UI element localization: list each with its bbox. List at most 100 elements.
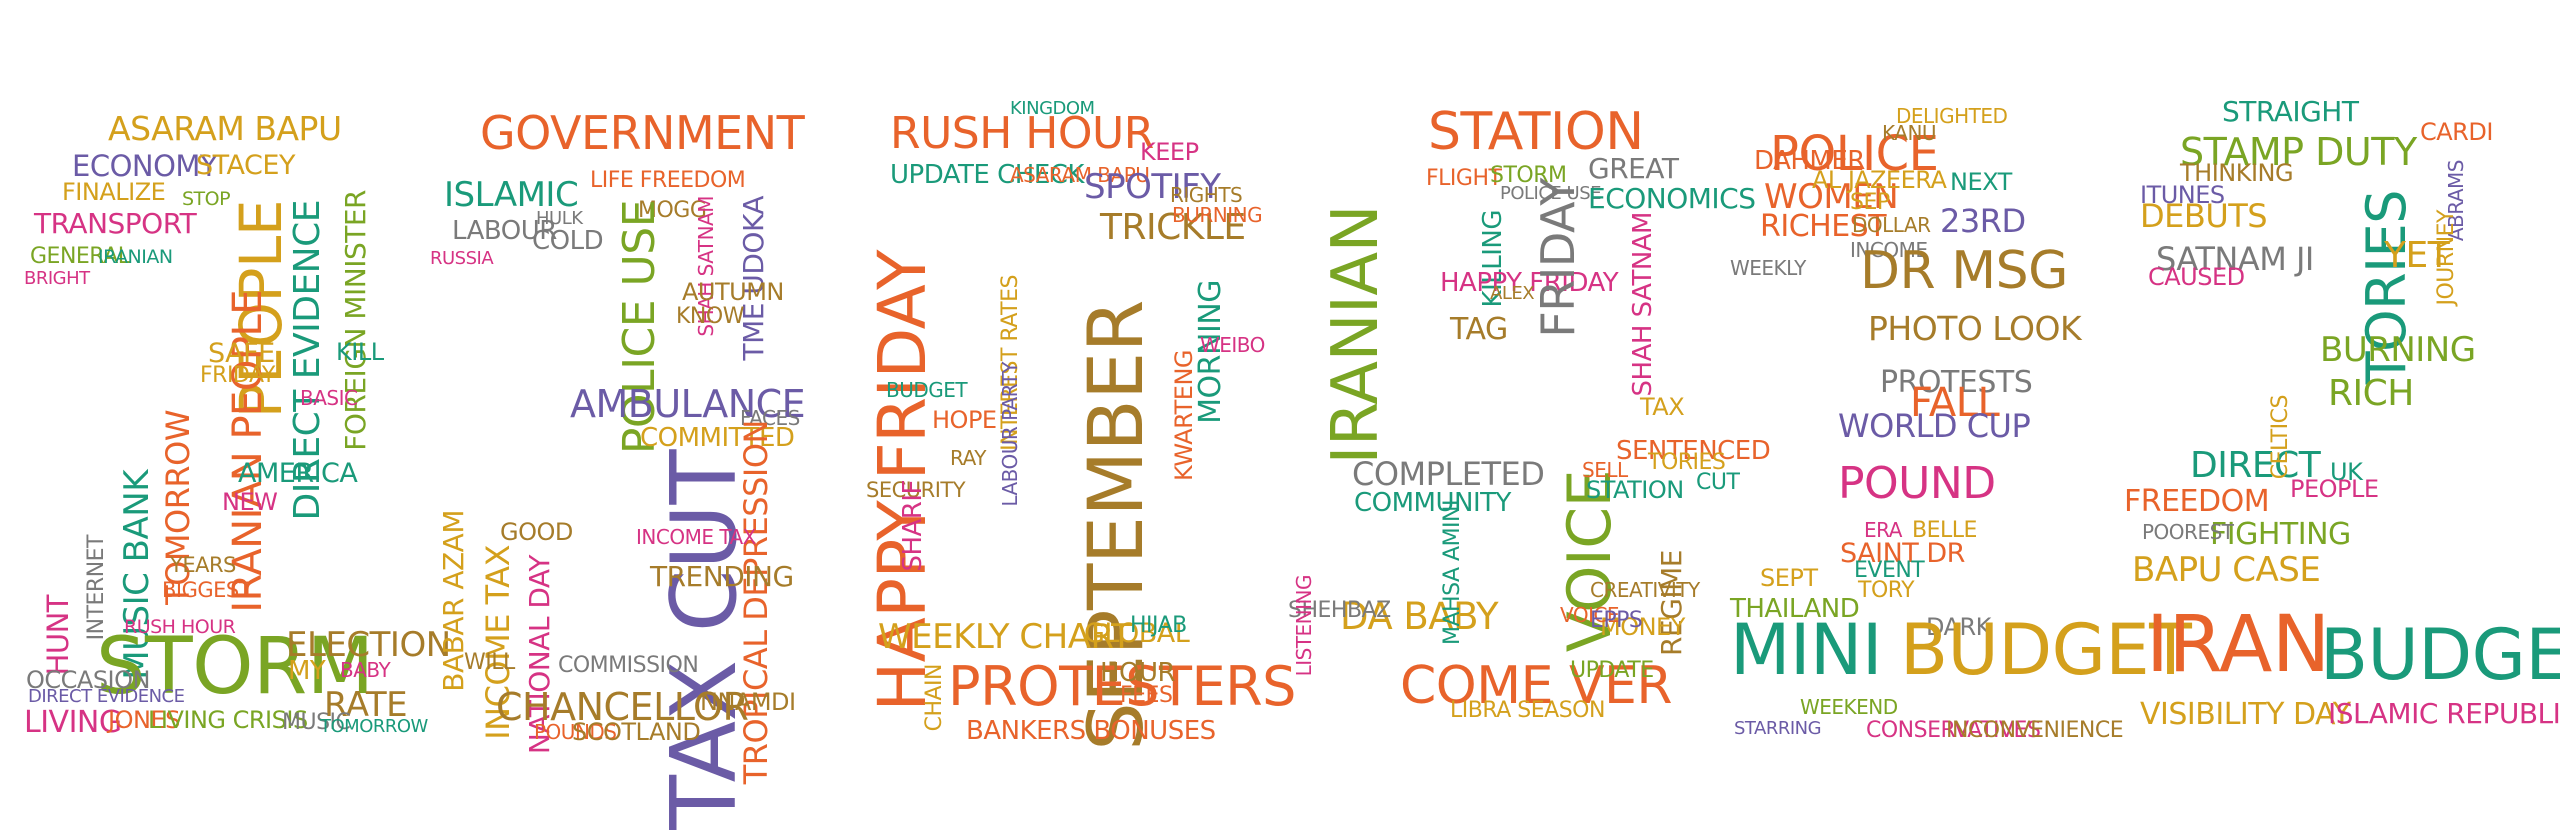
word-mini: MINI	[1730, 609, 1883, 691]
word-autumn: AUTUMN	[682, 278, 784, 306]
word-hijab: HIJAB	[1130, 613, 1187, 638]
word-transport: TRANSPORT	[34, 207, 197, 240]
word-yet: YET	[2384, 235, 2450, 276]
word-weibo: WEIBO	[1200, 333, 1265, 357]
word-celtics: CELTICS	[2268, 395, 2293, 480]
word-tax: TAX	[1640, 393, 1685, 421]
word-budget: BUDGET	[886, 378, 968, 402]
word-kanu: KANU	[1882, 121, 1937, 145]
word-hulk: HULK	[536, 208, 583, 229]
word-asaram-bapu: ASARAM BAPU	[108, 109, 342, 148]
word-chancellor: CHANCELLOR	[496, 685, 749, 729]
word-cold: COLD	[532, 226, 604, 256]
word-world-cup: WORLD CUP	[1838, 407, 2031, 445]
word-safe: SAFE	[208, 338, 275, 369]
word-da-baby: DA BABY	[1340, 595, 1499, 638]
word-spotify: SPOTIFY	[1084, 167, 1221, 207]
word-russia: RUSSIA	[430, 248, 494, 269]
word-cardi: CARDI	[2420, 118, 2493, 146]
word-rush-hour: RUSH HOUR	[890, 108, 1154, 159]
word-update: UPDATE	[1570, 658, 1654, 683]
word-dahmer: DAHMER	[1754, 146, 1865, 176]
word-sharif: SHARIF	[898, 480, 928, 572]
word-debuts: DEBUTS	[2140, 197, 2268, 235]
word-sentenced: SENTENCED	[1616, 436, 1771, 466]
word-jones: JONES	[108, 706, 180, 734]
word-fall: FALL	[1910, 380, 2000, 426]
word-storm: STORM	[96, 622, 374, 712]
word-basic: BASIC	[300, 386, 358, 410]
word-libra-season: LIBRA SEASON	[1450, 698, 1605, 723]
word-fees: FEES	[1120, 683, 1173, 708]
word-baby: BABY	[340, 658, 391, 682]
word-kingdom: KINGDOM	[1010, 98, 1095, 119]
word-biggest: BIGGEST	[162, 578, 252, 602]
word-foreign-minister: FOREIGN MINISTER	[339, 190, 372, 451]
word-hour: HOUR	[1100, 658, 1176, 688]
word-dark: DARK	[1926, 613, 1991, 641]
word-protests: PROTESTS	[1880, 365, 2033, 400]
word-come-ver: COME VER	[1400, 656, 1673, 716]
word-trickle: TRICKLE	[1100, 207, 1246, 248]
word-mahsa-amini: MAHSA AMINI	[1440, 500, 1465, 645]
word-inconvenience: INCONVENIENCE	[1946, 718, 2124, 743]
word-nnamdi: NNAMDI	[700, 688, 796, 716]
word-life-freedom: LIFE FREEDOM	[590, 168, 746, 193]
word-shah-satnam: SHAH SATNAM	[1628, 212, 1658, 397]
word-police: POLICE	[1770, 126, 1939, 182]
word-budget: BUDGET	[1900, 609, 2192, 691]
word-chain: CHAIN	[922, 664, 947, 732]
word-cloud: ASARAM BAPU ECONOMY STACEY PEOPLE FINALIZE ST…	[24, 95, 2560, 830]
word-my: MY	[288, 656, 326, 686]
word-direct-evidence: DIRECT EVIDENCE	[28, 686, 185, 707]
word-rush-hour: RUSH HOUR	[124, 616, 236, 638]
word-bankers-bonuses: BANKERS BONUSES	[966, 716, 1216, 746]
word-asaram-bapu: ASARAM BAPU	[1010, 163, 1150, 187]
word-update-check: UPDATE CHECK	[890, 160, 1084, 190]
word-security: SECURITY	[866, 478, 966, 502]
word-shehbaz: SHEHBAZ	[1288, 598, 1391, 623]
word-friday: FRIDAY	[1531, 178, 1585, 338]
word-music: MUSIC	[282, 710, 351, 735]
word-global: GLOBAL	[1084, 618, 1190, 649]
word-direct: DIRECT	[2190, 445, 2321, 486]
word-burning: BURNING	[2320, 330, 2476, 370]
word-new: NEW	[222, 488, 278, 516]
word-rich: RICH	[2328, 373, 2414, 414]
word-labour-party: LABOUR PARTY	[998, 362, 1022, 507]
word-protesters: PROTESTERS	[948, 655, 1296, 718]
word-satnam-ji: SATNAM JI	[2156, 240, 2314, 278]
word-government: GOVERNMENT	[480, 106, 805, 160]
word-faces: FACES	[740, 406, 800, 430]
word-visibility-day: VISIBILITY DAY	[2140, 697, 2351, 732]
word-dr-msg: DR MSG	[1860, 241, 2068, 301]
word-bapu-case: BAPU CASE	[2132, 550, 2321, 590]
word-community: COMMUNITY	[1354, 488, 1511, 518]
word-weekend: WEEKEND	[1800, 695, 1898, 719]
word-epps: EPPS	[1590, 608, 1643, 633]
word-cut: CUT	[1696, 470, 1740, 495]
word-tory: TORY	[1858, 578, 1915, 603]
word-trending: TRENDING	[650, 560, 794, 593]
word-islamic-republic: ISLAMIC REPUBLIC	[2328, 697, 2560, 730]
word-event: EVENT	[1854, 558, 1925, 583]
word-straight: STRAIGHT	[2222, 95, 2359, 128]
word-ray: RAY	[950, 446, 986, 470]
word-hope: HOPE	[932, 406, 997, 434]
word-weekly: WEEKLY	[1730, 256, 1806, 280]
word-iranian: IRANIAN	[98, 246, 173, 268]
word-labour: LABOUR	[452, 216, 557, 246]
word-sept: SEPT	[1760, 564, 1818, 592]
word-will: WILL	[464, 650, 515, 675]
word-caused: CAUSED	[2148, 263, 2245, 291]
word-income: INCOME	[1850, 238, 1928, 262]
word-weekly-chart: WEEKLY CHART	[878, 617, 1132, 657]
word-police-use: POLICE USE	[1500, 183, 1602, 204]
word-station: STATION	[1586, 476, 1684, 504]
word-tories: TORIES	[1648, 450, 1726, 475]
word-burning: BURNING	[1172, 203, 1263, 227]
word-flight: FLIGHT	[1426, 166, 1502, 191]
word-dollar: DOLLAR	[1852, 213, 1931, 237]
word-rate: RATE	[324, 685, 408, 725]
word-voice: VOICE	[1560, 603, 1620, 627]
